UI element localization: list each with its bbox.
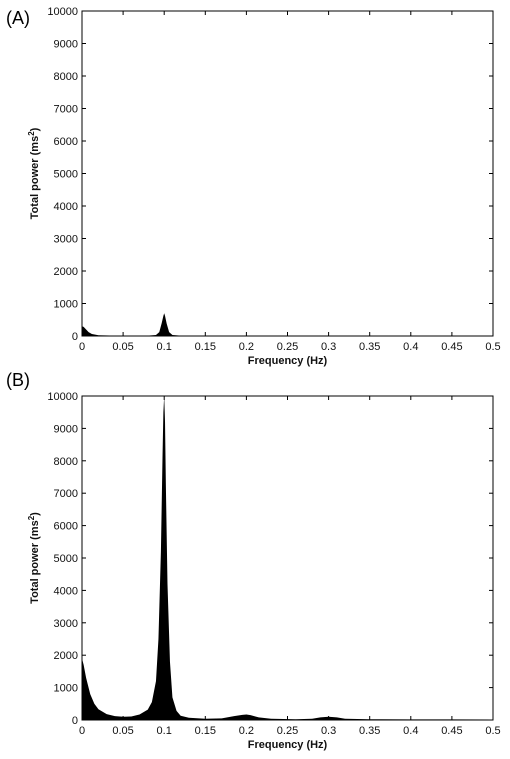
x-tick-label: 0.15 (195, 725, 216, 737)
x-tick-label: 0.05 (112, 725, 133, 737)
x-tick-label: 0.5 (485, 725, 500, 737)
y-tick-label: 2000 (54, 650, 78, 662)
panel-b-y-label-sup: 2 (27, 515, 36, 520)
y-tick-label: 3000 (54, 234, 78, 246)
panel-a-y-label-end: ) (29, 127, 41, 131)
panel-b-y-label-main: Total power (ms (29, 520, 41, 604)
y-tick-label: 4000 (54, 201, 78, 213)
y-tick-label: 5000 (54, 553, 78, 565)
y-tick-label: 4000 (54, 585, 78, 597)
x-tick-label: 0.05 (112, 341, 133, 353)
y-tick-label: 8000 (54, 456, 78, 468)
panel-a-axes-frame (81, 10, 494, 337)
panel-b-y-label-end: ) (29, 512, 41, 516)
y-tick-label: 0 (72, 331, 78, 343)
y-tick-label: 7000 (54, 104, 78, 116)
panel-b-axes-frame (81, 395, 494, 721)
y-tick-label: 6000 (54, 521, 78, 533)
panel-a-x-axis-label: Frequency (Hz) (248, 355, 328, 367)
x-tick-label: 0.35 (359, 341, 380, 353)
panel-label-b: (B) (6, 370, 30, 390)
panel-a-y-axis-label: Total power (ms2) (27, 127, 42, 219)
x-tick-label: 0.4 (403, 341, 418, 353)
y-tick-label: 3000 (54, 618, 78, 630)
x-tick-label: 0.1 (157, 725, 172, 737)
x-tick-label: 0.1 (157, 341, 172, 353)
y-tick-label: 7000 (54, 488, 78, 500)
x-tick-label: 0 (79, 341, 85, 353)
x-tick-label: 0.45 (441, 725, 462, 737)
x-tick-label: 0.25 (277, 341, 298, 353)
y-tick-label: 1000 (54, 299, 78, 311)
y-tick-label: 9000 (54, 423, 78, 435)
panel-a-y-label-main: Total power (ms (29, 136, 41, 220)
x-tick-label: 0.3 (321, 725, 336, 737)
x-tick-label: 0.15 (195, 341, 216, 353)
y-tick-label: 6000 (54, 136, 78, 148)
x-tick-label: 0.25 (277, 725, 298, 737)
y-tick-label: 10000 (47, 6, 78, 18)
panel-b-spectrum-area (82, 396, 493, 720)
panel-a: (A) 0 0.05 0.1 0.15 0.2 0.25 0.3 0.35 0.4 0.45 0.5… (6, 6, 501, 367)
panel-b-y-axis-label: Total power (ms2) (27, 512, 42, 604)
y-tick-label: 9000 (54, 39, 78, 51)
x-tick-label: 0 (79, 725, 85, 737)
x-tick-label: 0.45 (441, 341, 462, 353)
y-tick-label: 1000 (54, 683, 78, 695)
x-tick-label: 0.35 (359, 725, 380, 737)
y-tick-label: 10000 (47, 391, 78, 403)
y-tick-label: 5000 (54, 169, 78, 181)
panel-a-ticks: 0 0.05 0.1 0.15 0.2 0.25 0.3 0.35 0.4 0.45 0.5 0 100… (47, 6, 500, 353)
x-tick-label: 0.3 (321, 341, 336, 353)
panel-label-a: (A) (6, 8, 30, 28)
y-tick-label: 8000 (54, 71, 78, 83)
y-tick-label: 0 (72, 715, 78, 727)
panel-b-x-axis-label: Frequency (Hz) (248, 739, 328, 751)
panel-a-spectrum-area (82, 313, 493, 336)
x-tick-label: 0.5 (485, 341, 500, 353)
panel-a-y-label-sup: 2 (27, 131, 36, 136)
panel-b-ticks: 0 0.05 0.1 0.15 0.2 0.25 0.3 0.35 0.4 0.45 0.5 0 100… (47, 391, 500, 737)
x-tick-label: 0.2 (239, 725, 254, 737)
x-tick-label: 0.2 (239, 341, 254, 353)
y-tick-label: 2000 (54, 266, 78, 278)
x-tick-label: 0.4 (403, 725, 418, 737)
panel-b: (B) 0 0.05 0.1 0.15 0.2 0.25 0.3 0.35 0.4 0.45 0.5… (6, 370, 501, 751)
